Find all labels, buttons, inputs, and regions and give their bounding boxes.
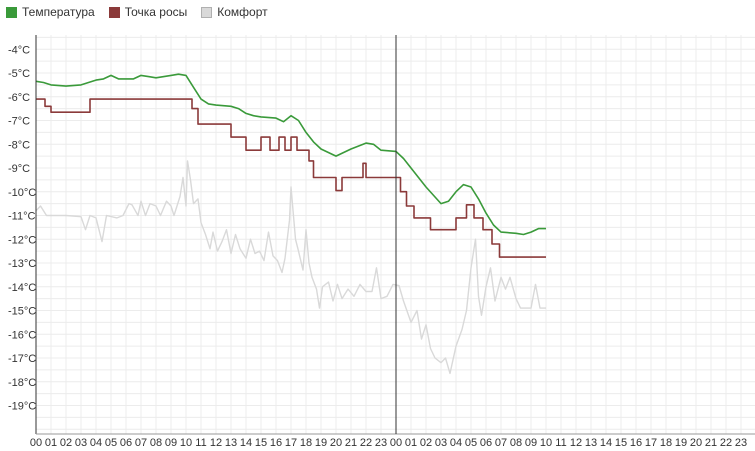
x-tick-label: 09 <box>525 437 537 449</box>
x-tick-label: 19 <box>315 437 327 449</box>
y-tick-label: -9°C <box>8 163 30 175</box>
y-tick-label: -17°C <box>8 353 36 365</box>
x-tick-label: 22 <box>720 437 732 449</box>
dew-point-line <box>36 98 546 258</box>
comfort-swatch-icon <box>201 6 213 18</box>
y-tick-label: -6°C <box>8 92 30 104</box>
legend-item-comfort[interactable]: Комфорт <box>201 5 268 19</box>
x-tick-label: 06 <box>120 437 132 449</box>
x-tick-label: 18 <box>660 437 672 449</box>
x-axis-labels: 00 01 02 03 04 05 06 07 08 09 10 11 12 13 14 15 16 17 18 19… <box>30 437 747 449</box>
x-tick-label: 03 <box>75 437 87 449</box>
x-tick-label: 18 <box>300 437 312 449</box>
y-tick-label: -18°C <box>8 377 36 389</box>
x-tick-label: 23 <box>735 437 747 449</box>
y-tick-label: -4°C <box>8 44 30 56</box>
x-tick-label: 01 <box>405 437 417 449</box>
x-tick-label: 21 <box>345 437 357 449</box>
y-tick-label: -13°C <box>8 258 36 270</box>
x-tick-label: 09 <box>165 437 177 449</box>
x-tick-label: 20 <box>690 437 702 449</box>
x-tick-label: 12 <box>210 437 222 449</box>
x-tick-label: 14 <box>600 437 612 449</box>
x-tick-label: 19 <box>675 437 687 449</box>
x-tick-label: 17 <box>645 437 657 449</box>
x-tick-label: 05 <box>105 437 117 449</box>
legend: Температура Точка росы Комфорт <box>6 3 282 21</box>
axes <box>35 35 755 435</box>
x-tick-label: 15 <box>255 437 267 449</box>
y-tick-label: -10°C <box>8 187 36 199</box>
x-tick-label: 04 <box>450 437 462 449</box>
x-tick-label: 14 <box>240 437 252 449</box>
dew-point-swatch-icon <box>108 6 120 18</box>
legend-label-dew-point: Точка росы <box>124 5 188 19</box>
x-tick-label: 08 <box>150 437 162 449</box>
x-tick-label: 03 <box>435 437 447 449</box>
temperature-swatch-icon <box>6 6 17 18</box>
y-tick-label: -5°C <box>8 68 30 80</box>
x-tick-label: 07 <box>495 437 507 449</box>
x-tick-label: 05 <box>465 437 477 449</box>
x-tick-label: 20 <box>330 437 342 449</box>
x-tick-label: 02 <box>60 437 72 449</box>
y-tick-label: -7°C <box>8 116 30 128</box>
x-tick-label: 08 <box>510 437 522 449</box>
x-tick-label: 01 <box>45 437 57 449</box>
y-tick-label: -16°C <box>8 329 36 341</box>
x-tick-label: 10 <box>180 437 192 449</box>
series-layer <box>35 73 546 375</box>
y-tick-label: -14°C <box>8 282 36 294</box>
x-tick-label: 17 <box>285 437 297 449</box>
x-tick-label: 00 <box>390 437 402 449</box>
temperature-line <box>35 73 546 236</box>
y-tick-label: -19°C <box>8 401 36 413</box>
comfort-line <box>35 160 546 375</box>
y-axis-labels: -4°C -5°C -6°C -7°C -8°C -9°C -10°C -11°C -12°C -… <box>8 44 36 412</box>
x-tick-label: 22 <box>360 437 372 449</box>
legend-item-temperature[interactable]: Температура <box>6 5 95 19</box>
x-tick-label: 21 <box>705 437 717 449</box>
x-tick-label: 07 <box>135 437 147 449</box>
legend-label-comfort: Комфорт <box>217 5 268 19</box>
y-tick-label: -11°C <box>8 211 35 223</box>
x-tick-label: 10 <box>540 437 552 449</box>
x-tick-label: 12 <box>570 437 582 449</box>
y-tick-label: -15°C <box>8 306 36 318</box>
y-tick-label: -8°C <box>8 139 30 151</box>
legend-label-temperature: Температура <box>22 5 95 19</box>
legend-item-dew-point[interactable]: Точка росы <box>108 5 188 19</box>
x-tick-label: 11 <box>555 437 566 449</box>
x-tick-label: 11 <box>195 437 206 449</box>
x-tick-label: 13 <box>585 437 597 449</box>
x-tick-label: 00 <box>30 437 42 449</box>
x-tick-label: 02 <box>420 437 432 449</box>
x-tick-label: 06 <box>480 437 492 449</box>
x-tick-label: 16 <box>270 437 282 449</box>
x-tick-label: 04 <box>90 437 102 449</box>
x-tick-label: 16 <box>630 437 642 449</box>
x-tick-label: 23 <box>375 437 387 449</box>
x-tick-label: 13 <box>225 437 237 449</box>
x-tick-label: 15 <box>615 437 627 449</box>
y-tick-label: -12°C <box>8 234 36 246</box>
